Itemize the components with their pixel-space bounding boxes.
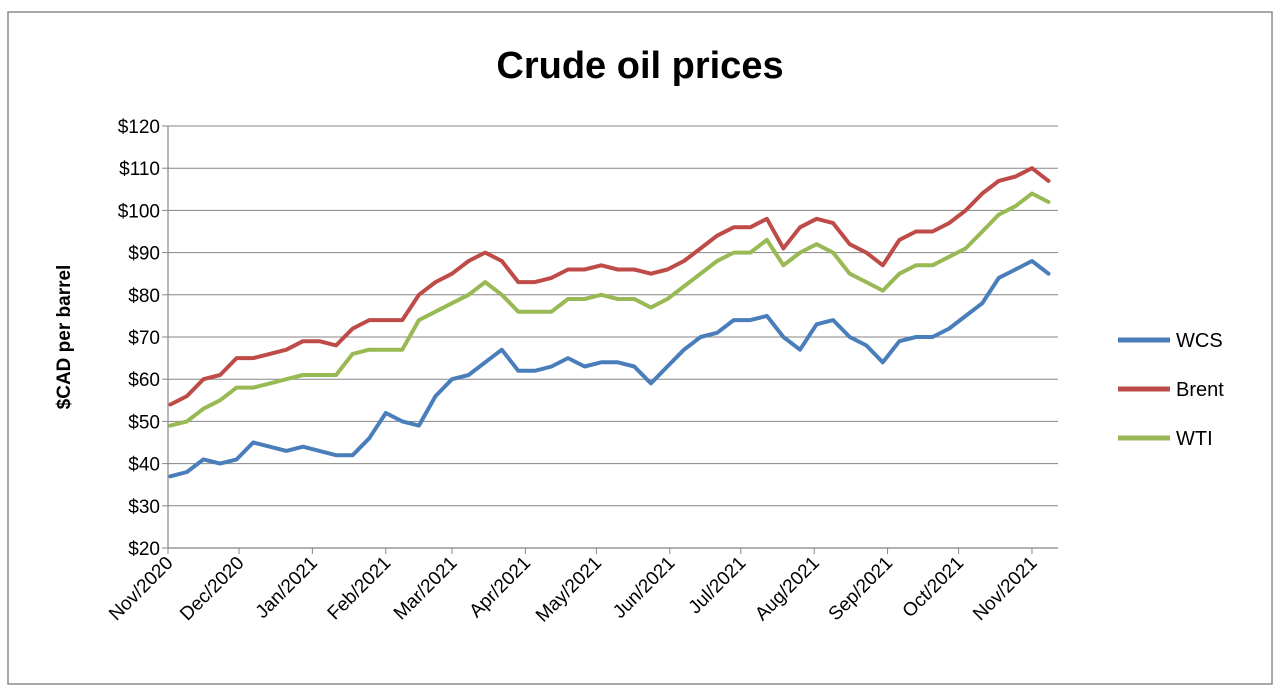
y-tick-label: $40: [128, 455, 160, 476]
y-tick-label: $70: [128, 328, 160, 349]
y-tick-label: $20: [128, 539, 160, 560]
legend-label-wcs: WCS: [1176, 330, 1223, 352]
chart-border: [7, 11, 1273, 685]
series-line-wti: [168, 191, 1051, 428]
chart-title: Crude oil prices: [496, 45, 783, 87]
y-tick-label: $110: [119, 159, 160, 180]
series-line-brent: [168, 166, 1051, 407]
legend-label-brent: Brent: [1176, 379, 1224, 401]
y-tick-label: $100: [118, 201, 160, 222]
y-tick-label: $50: [128, 412, 160, 433]
legend: WCS Brent WTI: [1118, 330, 1224, 450]
y-tick-label: $30: [128, 497, 160, 518]
y-tick-label: $60: [128, 370, 160, 391]
y-tick-label: $120: [118, 117, 160, 138]
y-tick-label: $80: [128, 286, 160, 307]
y-tick-label: $90: [128, 244, 160, 265]
y-axis-label: $CAD per barrel: [54, 265, 75, 410]
series-layer: [168, 166, 1051, 479]
series-line-wcs: [168, 259, 1051, 479]
legend-label-wti: WTI: [1176, 428, 1213, 450]
